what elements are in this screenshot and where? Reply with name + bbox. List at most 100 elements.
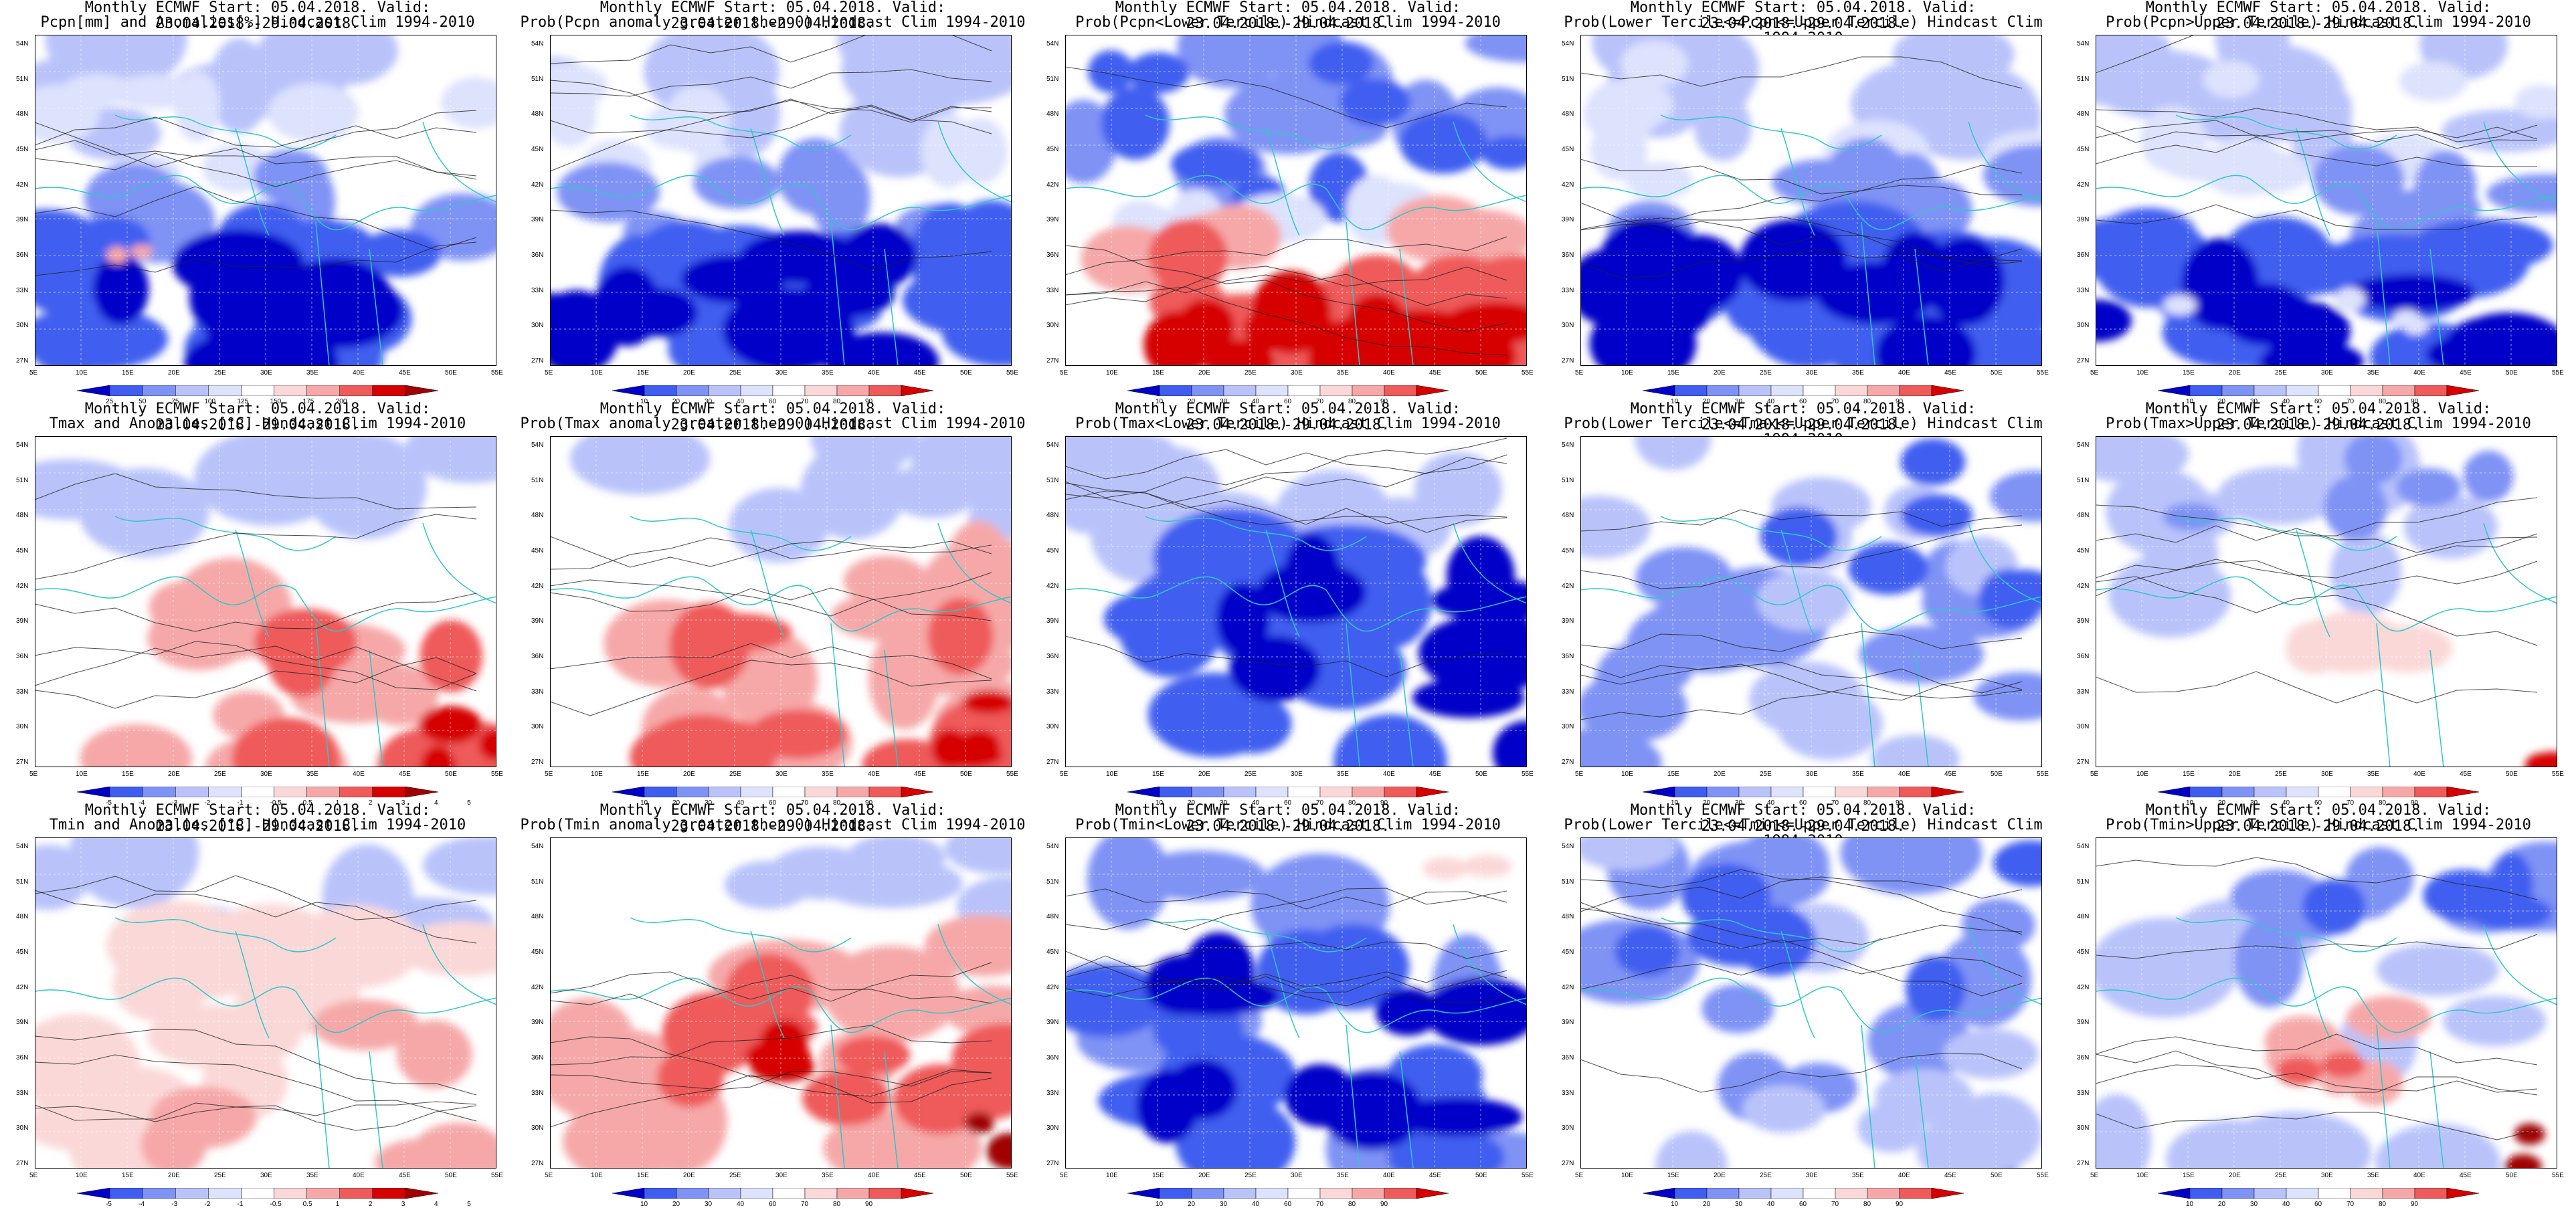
colorbar-swatch <box>2318 1188 2351 1199</box>
latitude-label: 42N <box>2077 983 2090 991</box>
contour-line <box>2096 533 2538 597</box>
field-shading <box>1742 1085 1826 1133</box>
colorbar-label: 80 <box>833 398 841 405</box>
longitude-label: 25E <box>214 771 226 778</box>
colorbar-label: 60 <box>1799 1201 1807 1208</box>
field-shading <box>1625 610 1697 695</box>
colorbar-label: 1 <box>335 799 340 807</box>
colorbar-swatch <box>241 787 274 797</box>
colorbar-label: 20 <box>672 799 680 807</box>
colorbar <box>2158 385 2479 396</box>
latitude-label: 51N <box>2077 476 2090 484</box>
colorbar-swatch <box>1931 787 1964 797</box>
contour-line <box>1580 216 2023 262</box>
colorbar-swatch <box>2286 385 2319 396</box>
contour-line <box>2096 934 2538 959</box>
field-shading <box>2312 144 2405 216</box>
map-plot <box>1580 837 2042 1169</box>
latitude-label: 33N <box>1562 688 1574 696</box>
latitude-label: 36N <box>16 652 29 660</box>
longitude-label: 25E <box>214 369 226 377</box>
latitude-label: 39N <box>2077 1019 2090 1027</box>
longitude-label: 5E <box>1575 369 1584 377</box>
longitude-label: 30E <box>260 771 272 778</box>
field-shading <box>254 608 357 676</box>
field-shading <box>836 1035 911 1075</box>
longitude-label: 50E <box>2506 369 2518 377</box>
colorbar-swatch <box>1352 787 1385 797</box>
colorbar-swatch <box>2350 787 2383 797</box>
latitude-label: 36N <box>16 251 29 259</box>
longitude-label: 5E <box>545 771 553 778</box>
coastline <box>1580 114 2042 366</box>
latitude-label: 42N <box>1562 181 1574 189</box>
longitude-label: 50E <box>1475 1172 1487 1179</box>
field-shading <box>1136 1069 1199 1143</box>
latitude-label: 48N <box>531 913 544 921</box>
field-shading <box>405 436 496 484</box>
colorbar-label: 80 <box>1863 799 1871 807</box>
contour-line <box>2096 125 2538 143</box>
field-shading <box>2096 216 2209 284</box>
contour-line <box>2096 576 2538 646</box>
contour-line <box>2096 204 2538 230</box>
colorbar-swatch <box>1255 1188 1289 1199</box>
contour-line <box>1065 266 1507 306</box>
latitude-label: 30N <box>531 322 544 330</box>
field-shading <box>2448 312 2557 366</box>
longitude-label: 55E <box>2552 1172 2564 1179</box>
colorbar-swatch <box>676 1188 709 1199</box>
field-shading <box>1143 310 1212 366</box>
colorbar <box>612 385 933 396</box>
latitude-label: 42N <box>1046 181 1059 189</box>
colorbar-swatch <box>1352 1188 1385 1199</box>
colorbar-swatch <box>1319 385 1353 396</box>
field-shading <box>569 436 711 495</box>
map-panel: Monthly ECMWF Start: 05.04.2018. Valid: … <box>1030 0 1546 405</box>
colorbar-label: -5 <box>106 1201 112 1208</box>
longitude-label: 40E <box>868 771 880 778</box>
colorbar-swatch <box>405 787 438 797</box>
colorbar-label: 60 <box>1284 799 1292 807</box>
colorbar-swatch <box>1643 1188 1675 1199</box>
contour-line <box>550 1069 992 1097</box>
latitude-label: 48N <box>1562 913 1574 921</box>
colorbar-label: 20 <box>2218 398 2226 405</box>
panel-subtitle: Tmin and Anomalies [°C] Hindcast Clim 19… <box>49 817 466 833</box>
panel-subtitle: Prob(Pcpn anomaly greater then 0) Hindca… <box>520 14 1026 31</box>
contour-line <box>550 572 992 617</box>
contour-line <box>1065 635 1507 678</box>
colorbar-label: 75 <box>171 398 179 405</box>
field-shading <box>1905 956 1966 1021</box>
longitude-label: 45E <box>2460 771 2472 778</box>
colorbar-swatch <box>708 385 741 396</box>
colorbar-label: 40 <box>1767 799 1775 807</box>
latitude-label: 30N <box>2077 723 2090 731</box>
latitude-label: 54N <box>2077 441 2090 449</box>
longitude-label: 55E <box>1522 771 1534 778</box>
field-shading <box>1256 929 1356 1015</box>
field-shading <box>2321 1052 2366 1078</box>
latitude-label: 27N <box>16 758 29 766</box>
colorbar-swatch <box>2286 787 2319 797</box>
colorbar-label: 90 <box>1380 1201 1388 1208</box>
colorbar-swatch <box>708 1188 741 1199</box>
latitude-label: 30N <box>1046 1124 1059 1132</box>
field-shading <box>1229 635 1321 702</box>
field-shading <box>1600 216 1698 297</box>
longitude-label: 55E <box>1006 771 1018 778</box>
colorbar-label: 10 <box>1671 799 1679 807</box>
colorbar-label: 70 <box>1831 398 1839 405</box>
contour-line <box>2096 857 2538 900</box>
field-shading <box>2504 1154 2542 1169</box>
longitude-label: 45E <box>914 1172 926 1179</box>
contour-line <box>1580 202 2023 266</box>
colorbar-label: 70 <box>801 398 809 405</box>
panel-subtitle: Prob(Pcpn>Upper Tercile) Hindcast Clim 1… <box>2106 14 2531 31</box>
colorbar-label: 80 <box>833 799 841 807</box>
colorbar-label: 70 <box>2347 799 2355 807</box>
field-shading <box>802 1070 891 1126</box>
longitude-label: 35E <box>1337 369 1349 377</box>
map-panel: Monthly ECMWF Start: 05.04.2018. Valid: … <box>0 0 515 405</box>
latitude-label: 51N <box>16 75 29 83</box>
